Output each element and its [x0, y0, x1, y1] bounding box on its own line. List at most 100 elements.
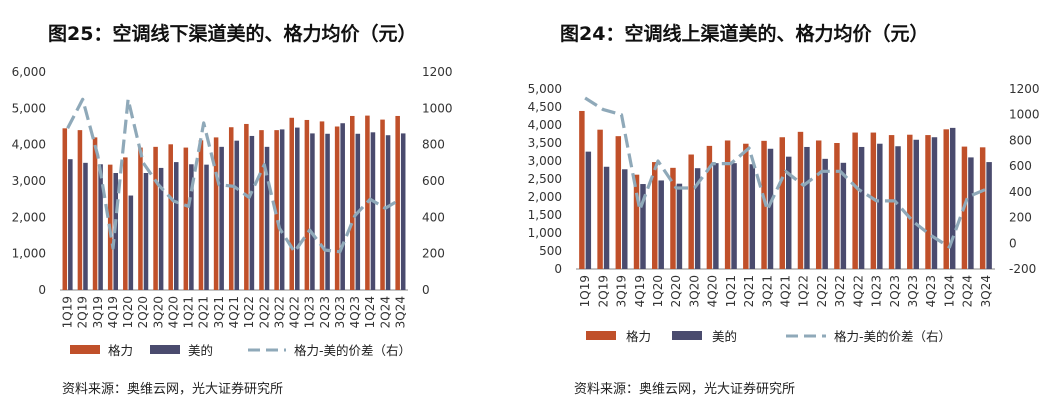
y-left-tick-label: 1,000 [528, 226, 562, 240]
bar-midea [189, 164, 194, 290]
bar-gree [168, 144, 173, 290]
chart-title: 图25：空调线下渠道美的、格力均价（元） [48, 22, 416, 45]
chart-offline-prices: 图25：空调线下渠道美的、格力均价（元） 0 1,000 2,000 3,000 4,0… [12, 22, 453, 397]
bar-gree [834, 143, 840, 269]
bar-gree [815, 140, 822, 269]
bar-midea [264, 146, 270, 290]
bar-gree [138, 147, 143, 290]
bar-gree [395, 115, 400, 290]
x-tick-label: 2Q22 [815, 275, 829, 307]
bar-midea [340, 123, 345, 290]
bar-gree [852, 132, 858, 269]
bar-midea [83, 162, 88, 290]
bar-gree [633, 174, 640, 269]
x-tick-label: 2Q24 [378, 296, 392, 328]
x-tick-label: 2Q23 [888, 275, 902, 307]
x-tick-label: 3Q22 [272, 296, 286, 328]
bar-midea [658, 180, 664, 269]
bar-gree [688, 154, 694, 269]
x-tick-label: 2Q23 [318, 296, 332, 328]
legend-label-diff: 格力-美的价差（右） [294, 343, 411, 358]
bar-gree [380, 119, 385, 290]
y-right-tick-label: 1000 [1009, 108, 1040, 122]
bar-gree [304, 119, 310, 291]
y-left-tick-label: 4,000 [12, 138, 46, 152]
bar-midea [400, 133, 406, 290]
legend-label-gree: 格力 [626, 329, 651, 344]
y-left-tick-label: 2,500 [528, 172, 562, 186]
bar-gree [652, 162, 658, 269]
bar-gree [579, 110, 585, 270]
x-tick-label: 4Q23 [348, 296, 362, 328]
bar-gree [123, 157, 128, 290]
bar-gree [597, 129, 603, 269]
y-right-tick-label: 400 [1009, 185, 1032, 199]
bar-midea [249, 135, 255, 290]
bar-gree [907, 134, 913, 269]
bar-gree [779, 137, 785, 269]
bar-midea [858, 146, 865, 269]
x-tick-label: 1Q24 [363, 296, 377, 328]
x-tick-label: 1Q20 [651, 275, 665, 307]
bar-gree [979, 147, 986, 269]
x-tick-label: 3Q24 [979, 275, 993, 307]
bar-gree [925, 135, 931, 269]
bar-midea [68, 159, 73, 290]
x-tick-label: 1Q22 [797, 275, 811, 307]
bar-midea [279, 129, 285, 290]
x-tick-label: 2Q24 [961, 275, 975, 307]
x-tick-label: 3Q19 [615, 275, 629, 307]
x-tick-label: 4Q22 [288, 296, 302, 328]
bar-midea [804, 146, 810, 269]
x-tick-label: 1Q24 [942, 275, 956, 307]
y-left-tick-label: 4,500 [528, 100, 562, 114]
x-tick-label: 2Q22 [257, 296, 271, 328]
bar-midea [931, 137, 938, 269]
bar-midea [786, 156, 792, 269]
x-tick-label: 4Q21 [779, 275, 793, 307]
y-right-tick-label: 1000 [422, 101, 453, 115]
chart-online-prices: 图24：空调线上渠道美的、格力均价（元） 0 500 1,000 1,500 2,000… [528, 22, 1040, 397]
legend: 格力 美的 格力-美的价差（右） [586, 329, 951, 344]
x-tick-label: 1Q19 [578, 275, 592, 307]
bar-midea [585, 151, 592, 269]
bar-midea [731, 163, 737, 269]
x-tick-label: 3Q19 [91, 296, 105, 328]
x-tick-label: 1Q20 [121, 296, 135, 328]
bar-midea [310, 133, 315, 290]
y-left-tick-label: 2,000 [12, 210, 46, 224]
legend-swatch-gree [586, 331, 616, 340]
plot-area: 0 1,000 2,000 3,000 4,000 5,000 6,000 0 200 400 60… [12, 65, 453, 328]
x-tick-label: 3Q24 [393, 296, 407, 328]
x-tick-label: 3Q20 [151, 296, 165, 328]
x-tick-label: 1Q21 [724, 275, 738, 307]
y-right-tick-label: 200 [1009, 211, 1032, 225]
bar-midea [877, 143, 883, 269]
x-tick-label: 2Q19 [76, 296, 90, 328]
bar-midea [895, 146, 901, 269]
bar-midea [713, 163, 719, 269]
bar-gree [743, 143, 749, 269]
bar-gree [761, 140, 767, 269]
bar-midea [767, 148, 774, 269]
bar-midea [128, 195, 134, 290]
x-tick-label: 2Q21 [197, 296, 211, 328]
bar-gree [943, 129, 949, 269]
bar-gree [92, 137, 98, 290]
line-price-gap [584, 96, 987, 249]
bar-midea [603, 166, 610, 269]
x-tick-label: 1Q21 [182, 296, 196, 328]
x-tick-label: 2Q19 [596, 275, 610, 307]
x-tick-label: 4Q21 [227, 296, 241, 328]
y-left-tick-label: 0 [38, 283, 46, 297]
bar-midea [822, 158, 828, 269]
y-right-tick-label: 0 [422, 283, 430, 297]
x-tick-label: 4Q20 [706, 275, 720, 307]
y-left-tick-label: 500 [539, 244, 562, 258]
legend-label-gree: 格力 [108, 343, 133, 358]
x-tick-label: 3Q23 [333, 296, 347, 328]
x-tick-label: 4Q23 [924, 275, 938, 307]
x-tick-label: 2Q20 [669, 275, 683, 307]
bar-gree [77, 130, 83, 290]
bar-midea [204, 164, 209, 290]
